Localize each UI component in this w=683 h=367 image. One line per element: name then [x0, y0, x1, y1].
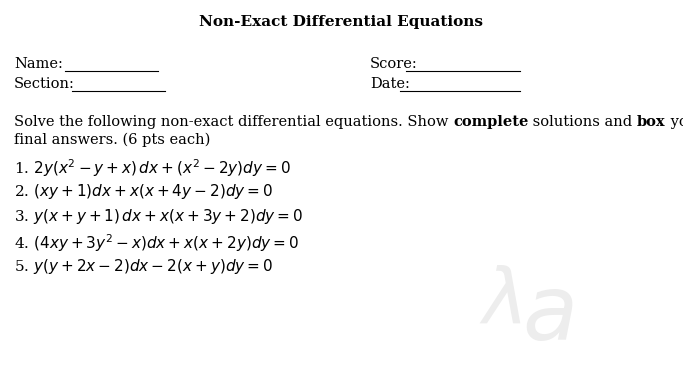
Text: Solve the following non-exact differential equations. Show: Solve the following non-exact differenti… — [14, 115, 453, 129]
Text: 1. $2y(x^2 - y + x)\,dx + (x^2 - 2y)dy = 0$: 1. $2y(x^2 - y + x)\,dx + (x^2 - 2y)dy =… — [14, 157, 291, 179]
Text: your: your — [666, 115, 683, 129]
Text: Non-Exact Differential Equations: Non-Exact Differential Equations — [199, 15, 483, 29]
Text: Score:: Score: — [370, 57, 418, 71]
Text: $a$: $a$ — [522, 272, 574, 359]
Text: 3. $y(x + y + 1)\,dx + x(x + 3y + 2)dy = 0$: 3. $y(x + y + 1)\,dx + x(x + 3y + 2)dy =… — [14, 207, 303, 226]
Text: 4. $(4xy + 3y^2 - x)dx + x(x + 2y)dy = 0$: 4. $(4xy + 3y^2 - x)dx + x(x + 2y)dy = 0… — [14, 232, 299, 254]
Text: 2. $(xy + 1)dx + x(x + 4y - 2)dy = 0$: 2. $(xy + 1)dx + x(x + 4y - 2)dy = 0$ — [14, 182, 273, 201]
Text: $\lambda$: $\lambda$ — [479, 265, 521, 339]
Text: complete: complete — [453, 115, 529, 129]
Text: Name:: Name: — [14, 57, 63, 71]
Text: box: box — [637, 115, 666, 129]
Text: 5. $y(y + 2x - 2)dx - 2(x + y)dy = 0$: 5. $y(y + 2x - 2)dx - 2(x + y)dy = 0$ — [14, 257, 273, 276]
Text: final answers. (6 pts each): final answers. (6 pts each) — [14, 133, 210, 148]
Text: Section:: Section: — [14, 77, 75, 91]
Text: Date:: Date: — [370, 77, 410, 91]
Text: solutions and: solutions and — [529, 115, 637, 129]
